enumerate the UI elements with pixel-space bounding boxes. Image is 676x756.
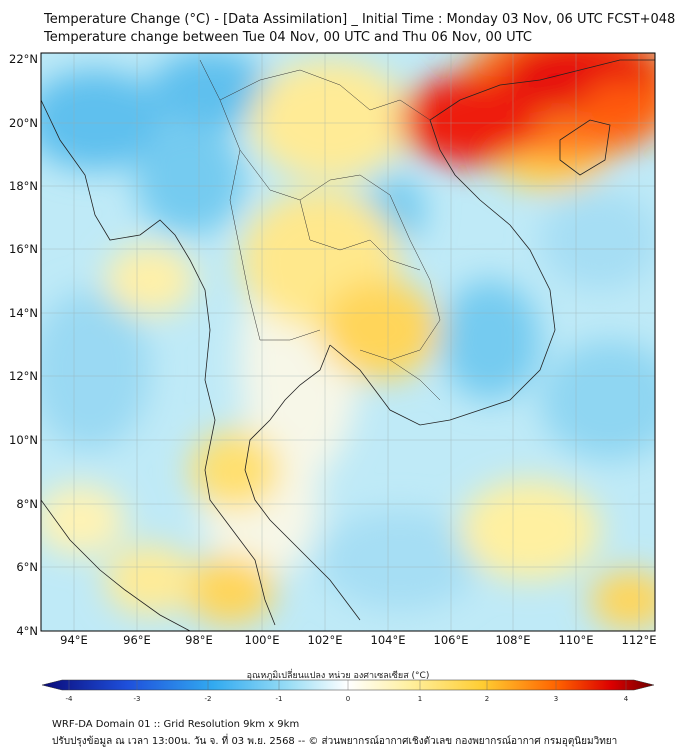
latitude-tick-label: 4°N xyxy=(16,624,38,638)
footer-model-info: WRF-DA Domain 01 :: Grid Resolution 9km … xyxy=(52,719,300,730)
longitude-tick-label: 110°E xyxy=(559,633,594,647)
longitude-tick-label: 98°E xyxy=(185,633,213,647)
colorbar-tick: 0 xyxy=(345,695,351,703)
longitude-tick-label: 102°E xyxy=(308,633,343,647)
longitude-tick-label: 108°E xyxy=(496,633,531,647)
latitude-tick-label: 14°N xyxy=(9,306,38,320)
chart-subtitle: Temperature change between Tue 04 Nov, 0… xyxy=(44,30,532,45)
colorbar-tick: 3 xyxy=(553,695,559,703)
latitude-tick-label: 6°N xyxy=(16,560,38,574)
colorbar-tick: -4 xyxy=(65,695,73,703)
colorbar-title: อุณหภูมิเปลี่ยนแปลง หน่วย องศาเซลเซียส (… xyxy=(246,671,430,681)
latitude-tick-label: 18°N xyxy=(9,179,38,193)
longitude-tick-label: 100°E xyxy=(245,633,280,647)
longitude-tick-label: 94°E xyxy=(60,633,88,647)
colorbar-tick: 2 xyxy=(484,695,490,703)
colorbar-tick: 1 xyxy=(417,695,423,703)
latitude-tick-label: 8°N xyxy=(16,497,38,511)
latitude-tick-label: 20°N xyxy=(9,116,38,130)
longitude-tick-label: 106°E xyxy=(434,633,469,647)
latitude-tick-label: 22°N xyxy=(9,52,38,66)
colorbar-tick: -2 xyxy=(204,695,212,703)
longitude-tick-label: 112°E xyxy=(622,633,657,647)
longitude-labels: 94°E 96°E 98°E 100°E 102°E 104°E 106°E 108°E 110… xyxy=(60,633,656,647)
colorbar xyxy=(41,679,655,691)
graticule xyxy=(41,53,655,631)
latitude-tick-label: 16°N xyxy=(9,242,38,256)
colorbar-tick: -3 xyxy=(133,695,141,703)
temperature-field xyxy=(41,53,655,631)
chart-title: Temperature Change (°C) - [Data Assimila… xyxy=(44,12,676,27)
colorbar-tick: -1 xyxy=(275,695,283,703)
latitude-labels: 22°N 20°N 18°N 16°N 14°N 12°N 10°N 8°N 6°N 4°N xyxy=(9,52,38,638)
coastlines xyxy=(41,59,655,631)
longitude-tick-label: 104°E xyxy=(371,633,406,647)
latitude-tick-label: 10°N xyxy=(9,433,38,447)
longitude-tick-label: 96°E xyxy=(123,633,151,647)
country-borders xyxy=(199,59,441,401)
latitude-tick-label: 12°N xyxy=(9,369,38,383)
map-frame xyxy=(40,52,656,632)
footer-credit: ปรับปรุงข้อมูล ณ เวลา 13:00น. วัน จ. ที่… xyxy=(52,736,618,747)
colorbar-tick: 4 xyxy=(623,695,629,703)
